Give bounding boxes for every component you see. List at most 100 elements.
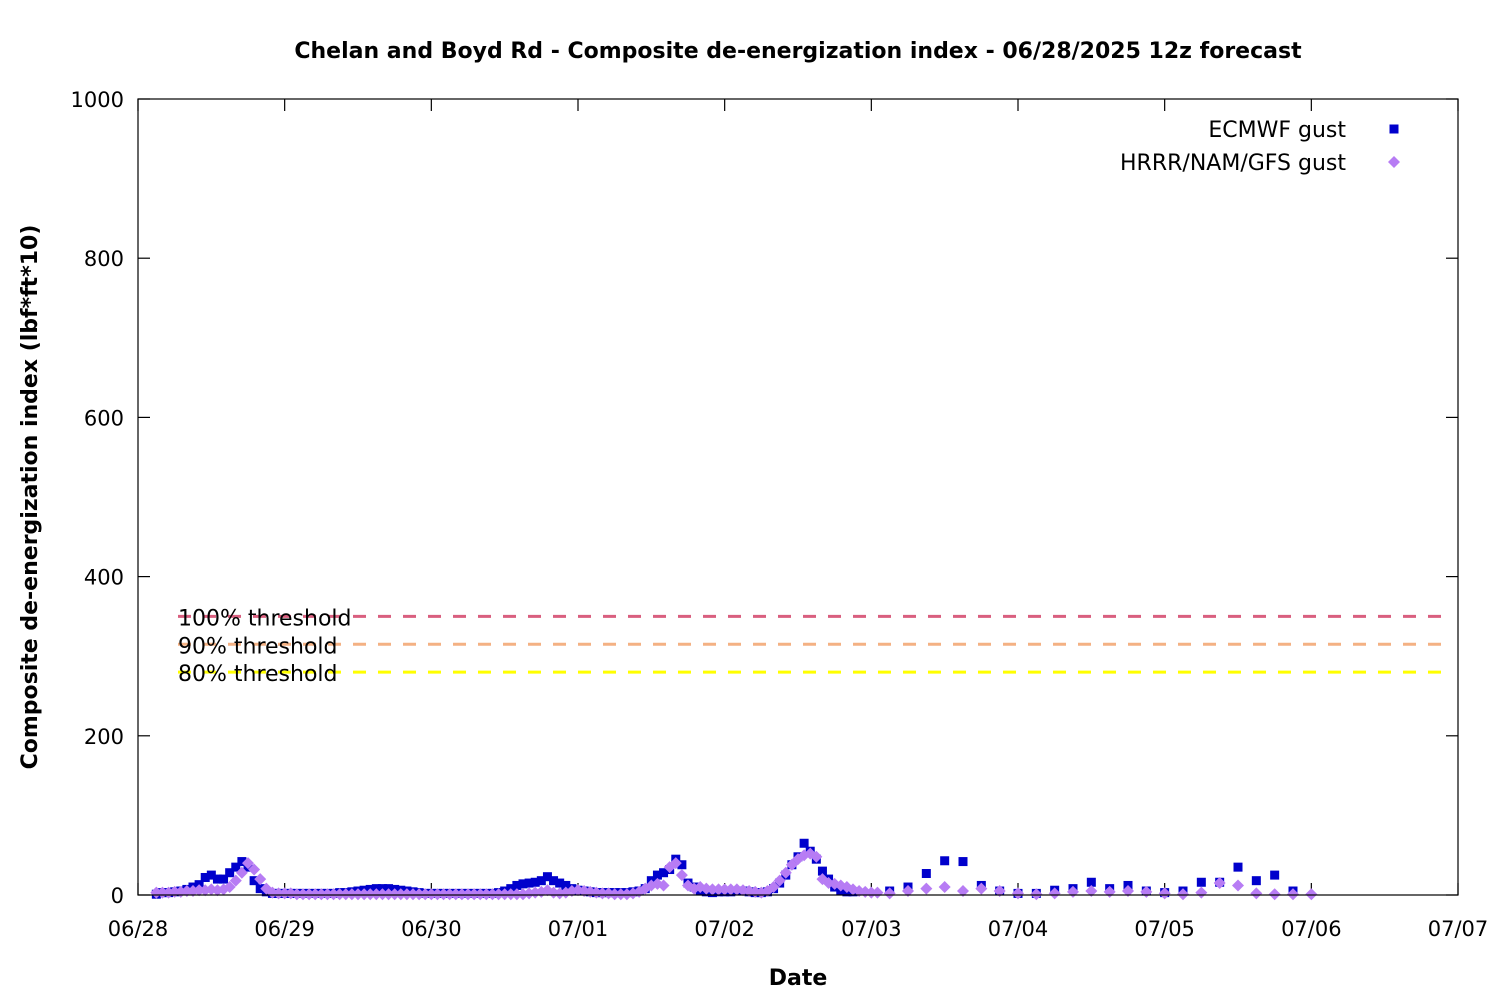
- data-point: [290, 888, 303, 901]
- data-point: [530, 877, 540, 887]
- threshold-label: 90% threshold: [178, 634, 338, 659]
- data-point: [315, 888, 328, 901]
- data-point: [1389, 124, 1399, 134]
- data-point: [957, 885, 969, 898]
- data-point: [431, 888, 444, 901]
- data-point: [938, 881, 951, 894]
- data-point: [394, 888, 407, 901]
- y-tick-label: 600: [84, 406, 124, 430]
- data-point: [596, 887, 609, 900]
- y-tick-label: 0: [111, 884, 124, 908]
- data-point: [1086, 877, 1096, 887]
- plot-frame: [137, 98, 1459, 896]
- data-point: [1085, 885, 1098, 898]
- y-tick-label: 200: [84, 725, 124, 749]
- data-point: [200, 872, 210, 882]
- threshold-label: 100% threshold: [178, 606, 352, 631]
- data-point: [443, 888, 456, 901]
- data-point: [413, 888, 426, 901]
- x-tick-label: 07/02: [694, 917, 755, 941]
- data-point: [480, 888, 493, 901]
- data-point: [675, 869, 688, 882]
- legend-entry-label: HRRR/NAM/GFS gust: [1120, 151, 1346, 176]
- x-tick-label: 07/05: [1134, 917, 1195, 941]
- data-point: [817, 866, 827, 876]
- data-point: [364, 888, 377, 901]
- data-point: [474, 888, 487, 901]
- data-point: [549, 876, 559, 886]
- x-tick-label: 07/04: [988, 917, 1049, 941]
- legend: ECMWF gust HRRR/NAM/GFS gust: [1120, 118, 1400, 176]
- data-point: [652, 870, 662, 880]
- data-point: [706, 883, 719, 896]
- x-tick-label: 06/30: [401, 917, 462, 941]
- data-point: [235, 866, 248, 879]
- data-point: [975, 882, 988, 895]
- data-point: [352, 888, 364, 901]
- data-point: [1287, 888, 1299, 901]
- data-point: [810, 850, 823, 863]
- data-point: [536, 876, 546, 886]
- data-point: [212, 874, 222, 884]
- data-point: [1012, 887, 1024, 900]
- data-point: [237, 857, 247, 867]
- data-point: [242, 857, 254, 870]
- x-tick-label: 06/28: [108, 917, 169, 941]
- data-point: [382, 888, 395, 901]
- data-point: [657, 879, 670, 892]
- legend-entry-label: ECMWF gust: [1208, 118, 1346, 143]
- data-point: [223, 881, 236, 894]
- data-point: [150, 886, 163, 899]
- data-point: [614, 888, 627, 901]
- data-point: [425, 888, 438, 901]
- data-point: [518, 879, 528, 889]
- data-point: [180, 885, 193, 898]
- data-point: [1251, 876, 1261, 886]
- data-point: [498, 888, 511, 901]
- y-axis-label: Composite de-energization index (lbf*ft*…: [18, 225, 43, 770]
- x-axis-label: Date: [769, 966, 828, 991]
- data-point: [327, 888, 340, 901]
- data-point: [303, 888, 316, 901]
- x-tick-label: 07/06: [1281, 917, 1342, 941]
- data-point: [297, 888, 309, 901]
- data-point: [669, 857, 682, 870]
- x-tick-label: 07/07: [1428, 917, 1489, 941]
- data-point: [1305, 888, 1318, 901]
- data-point: [1196, 877, 1206, 887]
- y-tick-label: 1000: [71, 88, 124, 112]
- threshold-lines: 100% threshold 90% threshold 80% threshold: [178, 606, 1444, 687]
- data-point: [940, 856, 950, 866]
- data-point: [1388, 156, 1400, 168]
- data-point: [1177, 888, 1189, 901]
- data-point: [229, 874, 242, 887]
- data-point: [920, 882, 933, 895]
- data-point: [712, 883, 725, 896]
- data-point: [455, 888, 468, 901]
- data-point: [419, 888, 432, 901]
- series-hrrr-nam-gfs-gust: [150, 847, 1318, 901]
- data-point: [504, 888, 517, 901]
- data-point: [468, 888, 481, 901]
- data-point: [1030, 888, 1043, 901]
- data-point: [871, 886, 884, 899]
- data-point: [718, 883, 731, 896]
- data-point: [767, 881, 780, 894]
- data-point: [492, 888, 505, 901]
- x-tick-label: 07/03: [841, 917, 902, 941]
- x-tick-label: 07/01: [548, 917, 609, 941]
- data-point: [659, 868, 669, 878]
- data-point: [724, 883, 737, 896]
- data-point: [358, 888, 371, 901]
- data-point: [449, 888, 462, 901]
- data-point: [510, 888, 523, 901]
- data-point: [779, 866, 792, 879]
- data-point: [206, 870, 216, 880]
- data-point: [272, 887, 285, 900]
- data-point: [407, 888, 419, 901]
- data-point: [921, 869, 931, 879]
- data-point: [370, 888, 383, 901]
- data-point: [561, 880, 571, 890]
- data-point: [524, 878, 534, 888]
- data-point: [400, 888, 413, 901]
